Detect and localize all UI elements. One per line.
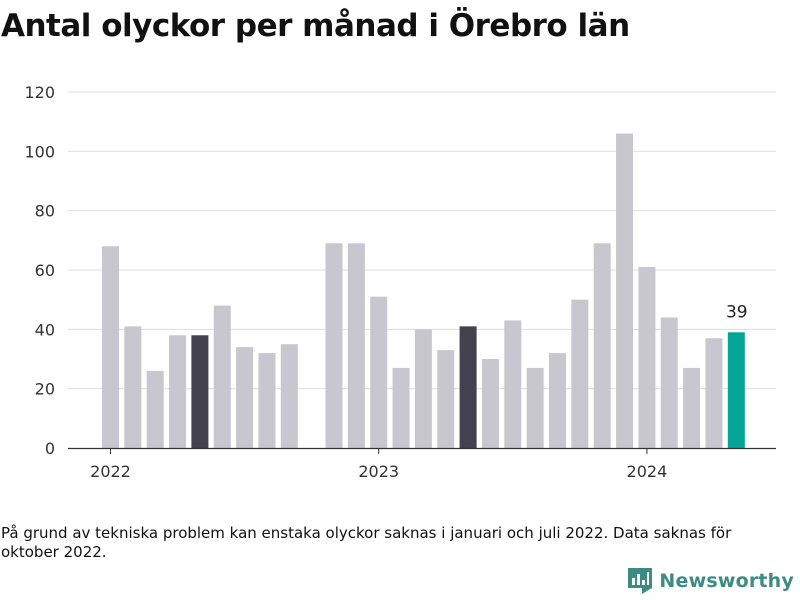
brand-name: Newsworthy — [659, 570, 794, 592]
bar — [236, 347, 254, 448]
newsworthy-logo-icon — [628, 568, 653, 594]
bar — [191, 335, 209, 448]
y-tick-label: 80 — [35, 202, 55, 221]
y-tick-label: 0 — [45, 439, 55, 458]
bar — [414, 329, 432, 448]
footnote: På grund av tekniska problem kan enstaka… — [1, 524, 732, 561]
bar — [258, 353, 276, 448]
bar-chart: 0 20 40 60 80 100 120 2022 2023 2024 39 — [24, 83, 776, 481]
x-tick-label: 2022 — [90, 462, 131, 481]
brand-logo[interactable]: Newsworthy — [628, 568, 794, 594]
data-labels: 39 — [726, 302, 748, 322]
gridlines — [68, 91, 776, 390]
y-tick-label: 40 — [35, 320, 55, 339]
bar — [124, 326, 142, 448]
bar — [683, 367, 701, 448]
bar — [616, 133, 634, 448]
y-tick-label: 100 — [24, 142, 55, 161]
bar — [437, 350, 455, 448]
bar — [571, 299, 589, 448]
bar — [459, 326, 477, 448]
page-title: Antal olyckor per månad i Örebro län — [1, 8, 630, 44]
bar — [660, 317, 678, 448]
bars — [102, 133, 745, 448]
bar — [481, 359, 499, 448]
bar — [392, 367, 410, 448]
y-tick-label: 60 — [35, 261, 55, 280]
data-label: 39 — [726, 302, 748, 322]
bar — [638, 267, 656, 448]
y-tick-label: 120 — [24, 83, 55, 102]
x-axis: 2022 2023 2024 — [68, 447, 776, 481]
bar — [325, 243, 343, 448]
bar — [549, 353, 566, 448]
bar — [504, 320, 522, 448]
bar — [280, 344, 298, 448]
bar — [705, 338, 723, 448]
x-tick-label: 2023 — [358, 462, 399, 481]
bar — [593, 243, 611, 448]
bar — [347, 243, 365, 448]
bar — [213, 305, 231, 448]
bar — [102, 246, 119, 448]
bar — [370, 296, 388, 448]
bar — [526, 367, 544, 448]
x-tick-label: 2024 — [627, 462, 668, 481]
y-tick-label: 20 — [35, 380, 55, 399]
bar — [169, 335, 187, 448]
bar — [146, 370, 164, 448]
bar — [727, 332, 745, 448]
y-axis-tick-labels: 0 20 40 60 80 100 120 — [24, 83, 55, 458]
